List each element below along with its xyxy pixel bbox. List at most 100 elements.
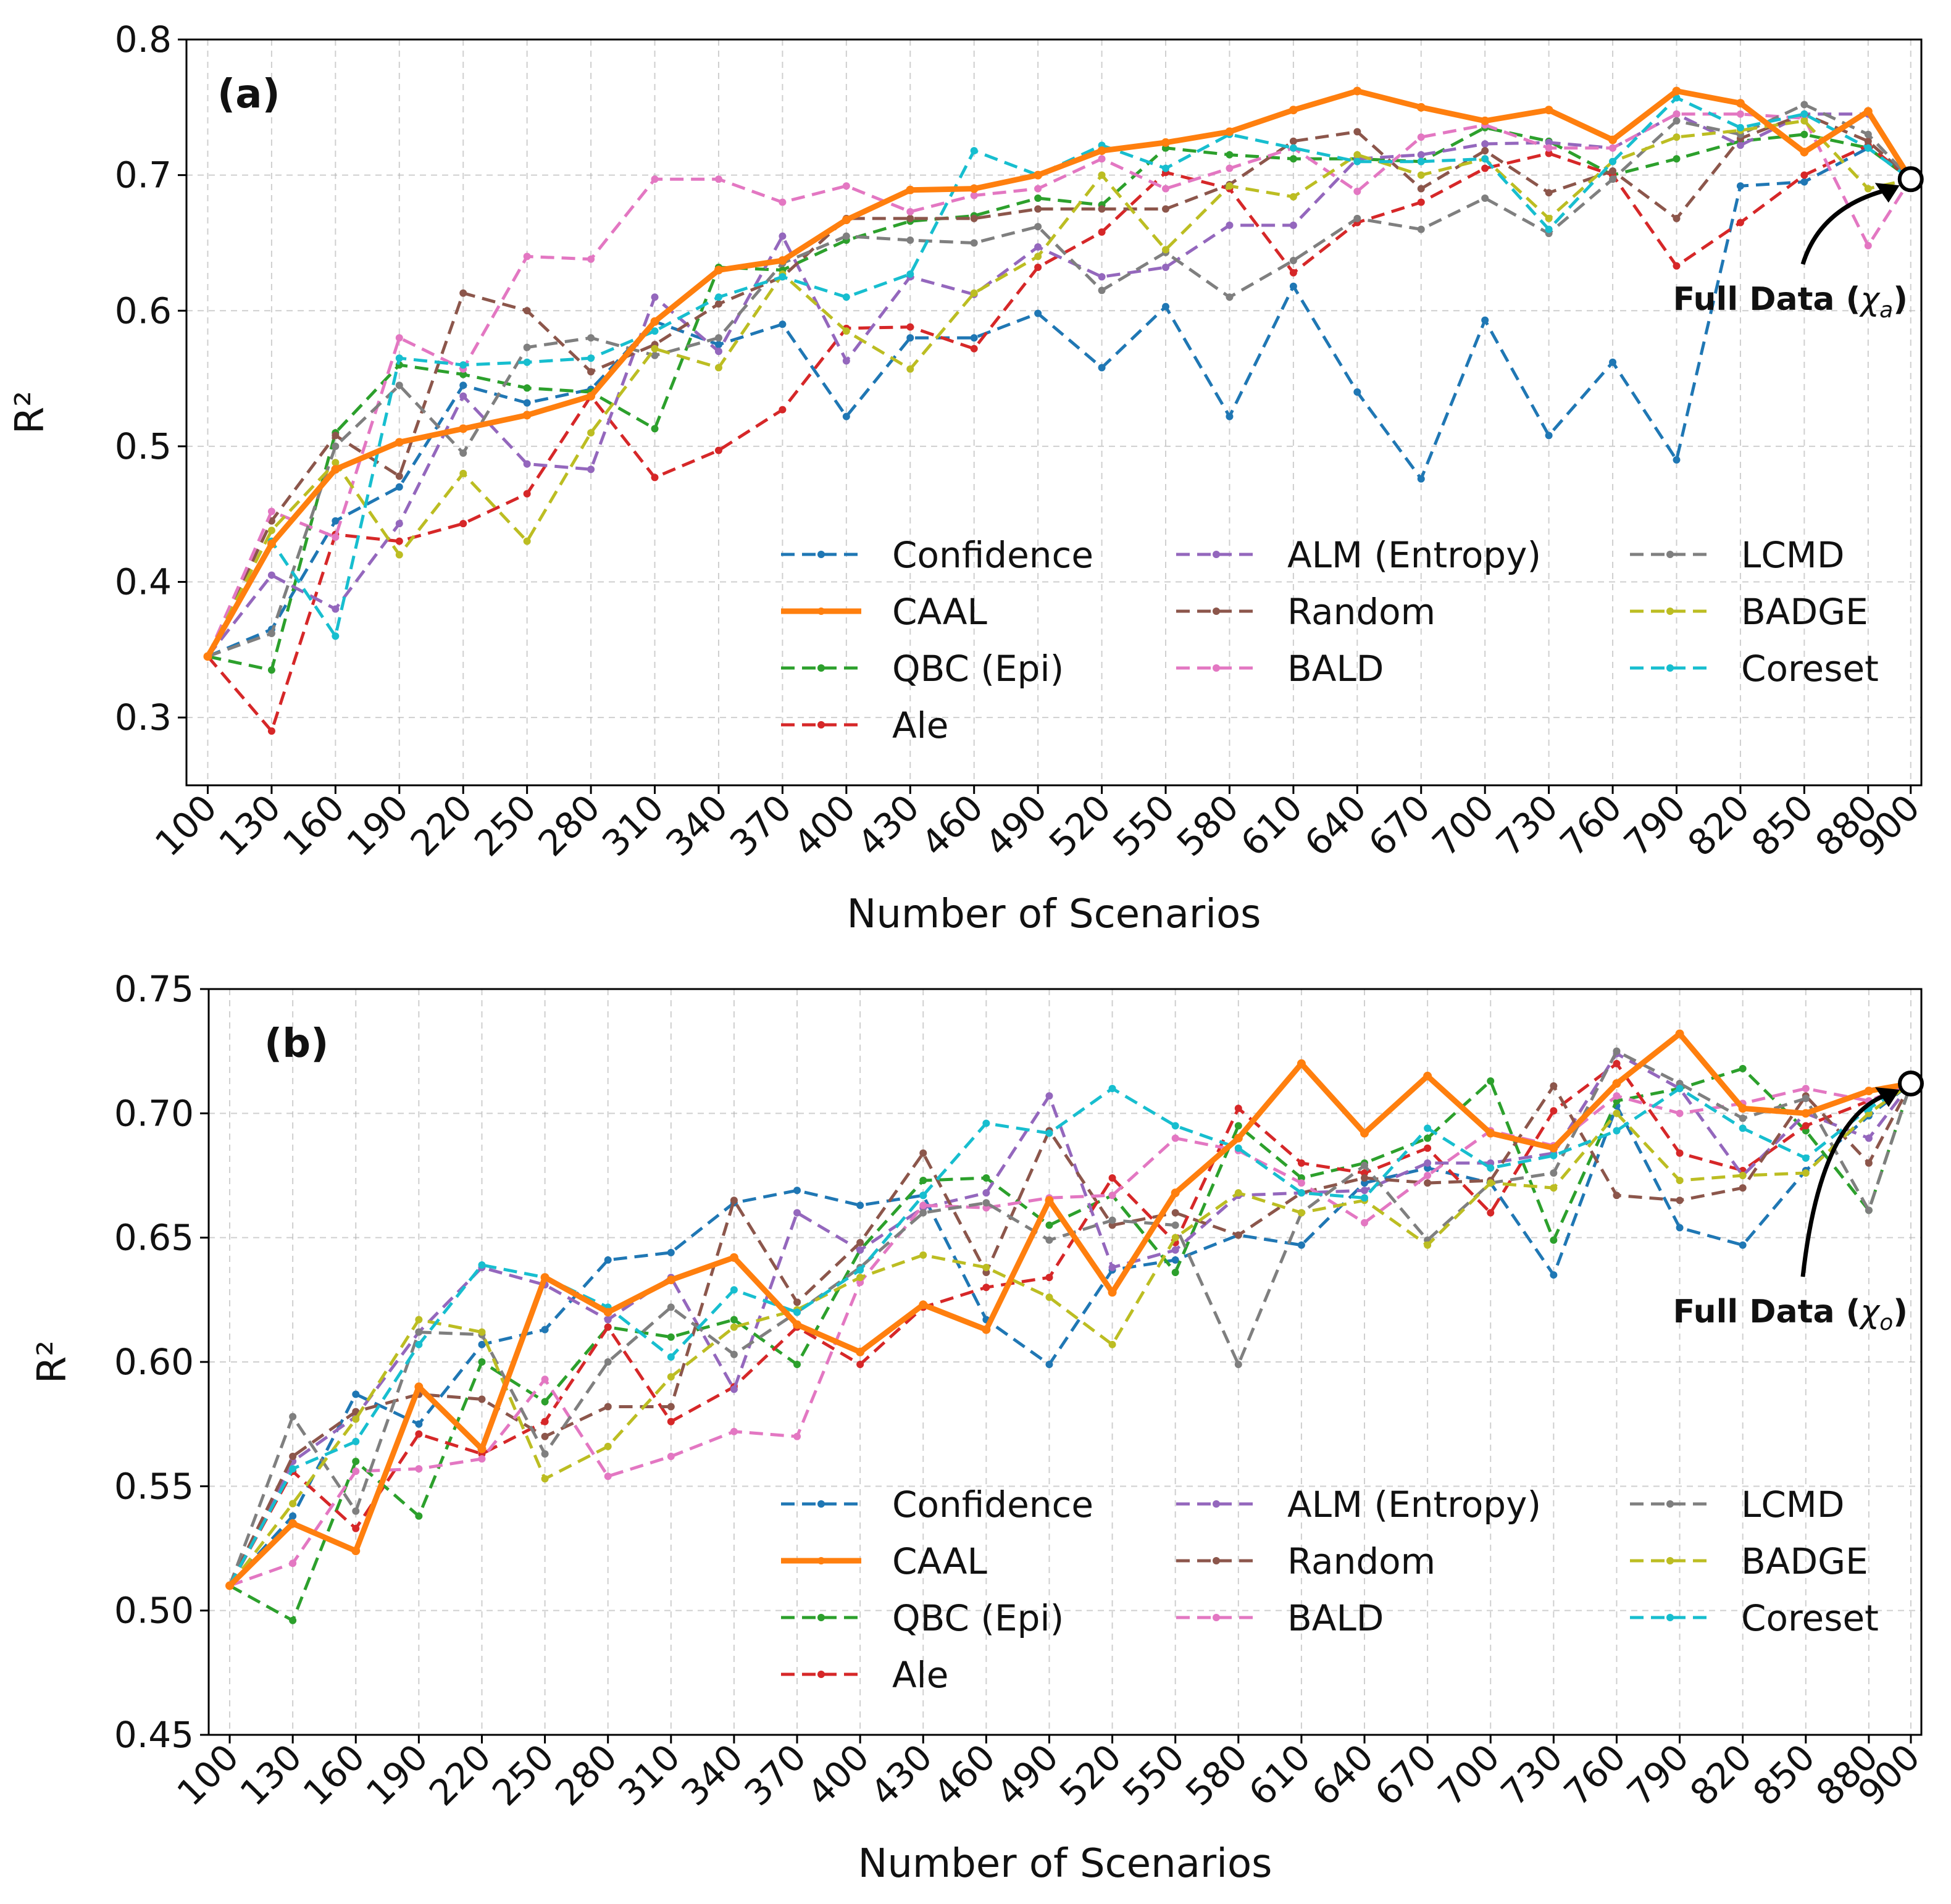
x-tick-label: 670: [1360, 787, 1438, 864]
data-point: [919, 1201, 927, 1209]
data-point: [1353, 214, 1361, 222]
annotation-symbol: χ: [1858, 281, 1881, 318]
data-point: [523, 253, 531, 261]
legend-item: Random: [1176, 591, 1435, 633]
x-axis-label: Number of Scenarios: [858, 1841, 1272, 1887]
series-line: [205, 88, 1913, 658]
y-tick-label: 0.4: [115, 561, 172, 603]
x-tick-label: 730: [1488, 787, 1566, 864]
data-point: [1481, 147, 1489, 155]
data-point: [541, 1418, 549, 1426]
data-point: [1234, 1122, 1242, 1130]
data-point: [919, 1300, 928, 1309]
data-point: [289, 1453, 297, 1461]
data-point: [1353, 151, 1361, 159]
data-point: [982, 1325, 991, 1334]
data-point: [1609, 144, 1617, 152]
data-point: [730, 1350, 738, 1358]
legend-marker: [817, 608, 825, 615]
x-tick-label: 580: [1177, 1736, 1255, 1814]
data-point: [1864, 137, 1872, 145]
annotation-arrow-head: [1874, 183, 1900, 203]
x-tick-label: 310: [594, 787, 672, 864]
legend-item: QBC (Epi): [781, 1597, 1064, 1639]
data-point: [1171, 1209, 1179, 1217]
data-point: [1360, 1129, 1369, 1138]
data-point: [523, 358, 531, 366]
data-point: [1864, 144, 1872, 152]
data-point: [395, 520, 403, 528]
data-point: [415, 1340, 423, 1348]
data-point: [604, 1358, 612, 1366]
legend-marker: [817, 721, 825, 729]
data-point: [1361, 1174, 1369, 1182]
data-point: [1417, 171, 1425, 179]
data-point: [1673, 262, 1681, 270]
data-point: [1673, 117, 1681, 125]
data-point: [982, 1189, 990, 1197]
data-point: [1481, 194, 1489, 202]
data-point: [1045, 1092, 1053, 1100]
legend-label: BALD: [1287, 1597, 1384, 1639]
panel-label: (b): [264, 1021, 328, 1067]
data-point: [1424, 1124, 1432, 1132]
data-point: [982, 1199, 990, 1207]
data-point: [1613, 1192, 1621, 1200]
data-point: [1676, 1177, 1684, 1185]
data-point: [1545, 138, 1553, 146]
data-point: [1171, 1221, 1179, 1229]
x-tick-label: 730: [1493, 1736, 1571, 1814]
data-point: [459, 370, 467, 378]
data-point: [522, 411, 532, 420]
data-point: [793, 1298, 801, 1306]
x-tick-label: 550: [1105, 787, 1183, 864]
legend-item: Confidence: [781, 534, 1093, 576]
legend-marker: [1666, 1614, 1674, 1621]
legend-item: ALM (Entropy): [1176, 1484, 1541, 1526]
data-point: [587, 334, 595, 342]
data-point: [267, 571, 275, 579]
data-point: [1289, 137, 1297, 145]
legend-marker: [1666, 608, 1674, 615]
data-point: [1289, 193, 1297, 201]
data-point: [1487, 1077, 1495, 1085]
data-point: [1545, 432, 1553, 440]
data-point: [541, 1326, 549, 1334]
x-tick-label: 250: [466, 787, 544, 864]
data-point: [1800, 148, 1809, 157]
legend-item: Coreset: [1630, 1597, 1879, 1639]
annotation-text: Full Data (: [1673, 281, 1861, 318]
x-tick-label: 220: [403, 787, 480, 864]
data-point: [478, 1455, 486, 1463]
x-tick-label: 400: [785, 787, 863, 864]
data-point: [1034, 263, 1042, 271]
data-point: [1609, 358, 1617, 366]
data-point: [1297, 1209, 1305, 1217]
plot-frame: [185, 38, 1923, 787]
x-tick-label: 340: [658, 787, 735, 864]
data-point: [714, 348, 722, 356]
x-tick-label: 280: [547, 1736, 625, 1814]
data-point: [793, 1187, 801, 1195]
series-line: [206, 119, 1911, 658]
series-line: [228, 1082, 1912, 1587]
data-point: [267, 507, 275, 516]
data-point: [667, 1353, 675, 1361]
series-confidence: [204, 144, 1915, 661]
legend-marker: [817, 1614, 825, 1621]
series-caal: [203, 86, 1915, 661]
data-point: [714, 300, 722, 308]
legend-marker: [817, 664, 825, 672]
data-point: [604, 1472, 612, 1480]
data-point: [1736, 123, 1744, 132]
data-point: [1417, 151, 1425, 159]
data-point: [856, 1266, 864, 1274]
legend-item: BADGE: [1630, 1540, 1868, 1582]
data-point: [730, 1323, 738, 1331]
data-point: [1800, 178, 1808, 186]
data-point: [1550, 1271, 1558, 1279]
y-tick-label: 0.3: [115, 696, 172, 738]
data-point: [651, 175, 659, 183]
data-point: [1609, 167, 1617, 175]
legend-item: BALD: [1176, 1597, 1384, 1639]
